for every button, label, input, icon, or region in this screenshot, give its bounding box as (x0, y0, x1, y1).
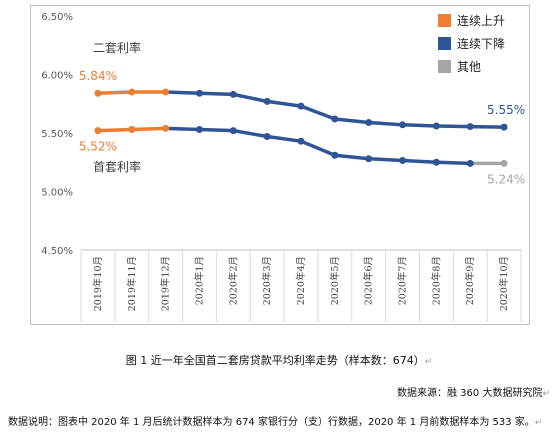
figure-caption: 图 1 近一年全国首二套房贷款平均利率走势（样本数：674）↵ (0, 352, 558, 368)
series-0-point (128, 88, 136, 96)
series-0-point (297, 102, 305, 110)
series-0-point (331, 115, 339, 123)
series-name-second-home: 二套利率 (93, 40, 141, 55)
series-0-segment (366, 120, 405, 127)
series-0-segment (231, 92, 269, 104)
series-1-point (162, 124, 170, 132)
x-tick-label: 2020年3月 (261, 256, 273, 305)
legend-swatch-other (438, 60, 451, 73)
series-1-segment (366, 156, 405, 163)
x-tick-label: 2019年10月 (92, 256, 104, 311)
series-0-segment (400, 123, 439, 128)
series-1-point (229, 127, 237, 135)
series-1-point (365, 155, 373, 163)
series-1-point (466, 159, 474, 167)
y-tick-label: 4.50% (41, 246, 73, 257)
series-0-point (466, 123, 474, 131)
series-1-point (331, 151, 339, 159)
data-source-text: 数据来源：融 360 大数据研究院 (397, 388, 543, 399)
series-0-point (432, 122, 440, 130)
series-1-segment (163, 126, 202, 132)
legend-label-down: 连续下降 (457, 36, 505, 51)
data-note: 数据说明：图表中 2020 年 1 月后统计数据样本为 674 家银行分（支）行… (8, 413, 542, 428)
y-tick-label: 5.50% (41, 129, 73, 140)
y-tick-label: 5.00% (41, 188, 73, 199)
series-0-point (500, 123, 508, 131)
series-1-point (195, 125, 203, 133)
series-name-first-home: 首套利率 (93, 159, 141, 174)
y-tick-label: 6.50% (41, 12, 73, 23)
data-label: 5.55% (487, 103, 525, 117)
series-1-point (128, 125, 136, 133)
x-tick-label: 2020年5月 (329, 256, 341, 305)
data-label: 5.84% (79, 69, 117, 83)
x-tick-label: 2020年7月 (397, 256, 409, 305)
series-0-segment (163, 90, 202, 95)
series-1-point (263, 133, 271, 141)
legend-label-other: 其他 (457, 60, 481, 74)
series-0-point (365, 118, 373, 126)
series-1-segment (299, 139, 337, 157)
series-0-segment (96, 90, 134, 95)
series-1-segment (96, 127, 134, 133)
series-0-segment (265, 99, 303, 108)
x-tick-label: 2020年6月 (363, 256, 375, 305)
series-0-segment (434, 124, 472, 129)
x-tick-label: 2019年11月 (126, 256, 138, 311)
series-1-segment (400, 158, 439, 164)
x-tick-label: 2020年9月 (464, 256, 476, 305)
figure-caption-text: 图 1 近一年全国首二套房贷款平均利率走势（样本数：674） (125, 354, 425, 367)
x-tick-label: 2020年4月 (295, 256, 307, 305)
series-1-segment (333, 153, 371, 161)
paragraph-mark: ↵ (542, 389, 550, 399)
series-0-point (94, 89, 102, 97)
series-0-point (263, 97, 271, 105)
series-1-segment (130, 126, 168, 132)
data-label: 5.52% (79, 140, 117, 154)
series-1-point (94, 127, 102, 135)
series-0-segment (197, 91, 236, 97)
line-chart: 4.50% 5.00% 5.50% 6.00% 6.50% 2019年10月 2019年11… (41, 12, 525, 322)
series-0-point (399, 121, 407, 129)
legend-label-up: 连续上升 (457, 13, 505, 28)
series-1-point (500, 159, 508, 167)
data-label: 5.24% (487, 172, 525, 186)
series-1-point (432, 158, 440, 166)
x-tick-label: 2020年10月 (498, 256, 510, 311)
chart-frame: 4.50% 5.00% 5.50% 6.00% 6.50% 2019年10月 2019年11… (30, 5, 530, 325)
series-0-point (162, 88, 170, 96)
x-tick-label: 2020年1月 (193, 256, 205, 305)
series-0-segment (299, 104, 337, 121)
series-1-segment (197, 127, 236, 133)
series-1-point (297, 137, 305, 145)
x-tick-label: 2019年12月 (160, 256, 172, 311)
series-1-segment (434, 160, 472, 166)
series-0-segment (468, 124, 506, 129)
series-0-point (195, 89, 203, 97)
legend-swatch-down (438, 37, 451, 50)
series-1-segment (265, 134, 303, 143)
paragraph-mark: ↵ (534, 418, 543, 428)
series-1-segment (231, 128, 269, 139)
data-note-text: 数据说明：图表中 2020 年 1 月后统计数据样本为 674 家银行分（支）行… (8, 417, 535, 428)
series-0-point (229, 90, 237, 98)
paragraph-mark: ↵ (424, 357, 433, 367)
data-source: 数据来源：融 360 大数据研究院↵ (397, 384, 550, 399)
legend-swatch-up (438, 14, 451, 27)
x-tick-label: 2020年2月 (227, 256, 239, 305)
y-tick-label: 6.00% (41, 71, 73, 82)
series-1-point (399, 156, 407, 164)
x-tick-label: 2020年8月 (430, 256, 442, 305)
series-0-segment (333, 117, 371, 125)
